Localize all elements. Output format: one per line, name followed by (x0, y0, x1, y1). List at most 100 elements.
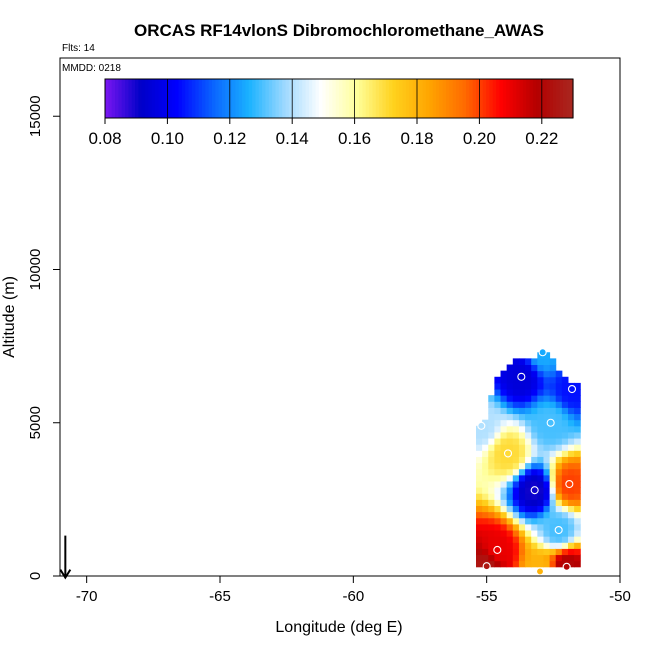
heatmap-cell (476, 511, 483, 519)
heatmap-cell (482, 468, 489, 476)
heatmap-cell (549, 382, 557, 390)
heatmap-cell (512, 462, 520, 470)
heatmap-cell (561, 548, 569, 556)
colorbar-segment (445, 79, 450, 118)
heatmap-cell (506, 493, 514, 500)
colorbar-segment (312, 79, 317, 118)
heatmap-cell (488, 413, 495, 421)
colorbar-segment (556, 79, 561, 118)
heatmap-cell (537, 407, 544, 415)
colorbar-segment (552, 79, 557, 118)
heatmap-cell (512, 548, 520, 556)
heatmap-cell (574, 517, 581, 525)
heatmap-cell (506, 438, 514, 445)
heatmap-cell (512, 382, 520, 390)
heatmap-cell (525, 438, 532, 445)
heatmap-cell (549, 548, 557, 556)
colorbar-segment (402, 79, 407, 118)
heatmap-cell (488, 554, 495, 562)
colorbar-segment (349, 79, 353, 118)
colorbar-segment (138, 79, 143, 118)
heatmap-cell (518, 438, 526, 445)
heatmap-cell (476, 450, 483, 457)
heatmap-cell (512, 358, 520, 366)
colorbar-segment (105, 79, 109, 118)
colorbar-segment (278, 79, 283, 118)
heatmap-cell (561, 450, 569, 457)
heatmap-cell (568, 517, 575, 525)
heatmap-cell (549, 456, 557, 464)
heatmap-cell (476, 517, 483, 525)
heatmap-cell (488, 480, 495, 488)
heatmap-cell (488, 474, 495, 482)
heatmap-cell (568, 548, 575, 556)
heatmap-cell (555, 370, 563, 378)
heatmap-cell (537, 542, 544, 549)
plot-area (476, 348, 581, 576)
heatmap-cell (568, 560, 575, 568)
heatmap-cell (568, 425, 575, 433)
heatmap-cell (531, 425, 538, 433)
heatmap-cell (555, 382, 563, 390)
heatmap-cell (561, 407, 569, 415)
heatmap-cell (561, 511, 569, 519)
heatmap-cell (531, 560, 538, 568)
heatmap-cell (488, 450, 495, 457)
colorbar-segment (115, 79, 119, 118)
heatmap-cell (537, 536, 544, 543)
heatmap-cell (531, 536, 538, 543)
heatmap-cell (494, 438, 502, 445)
heatmap-cell (543, 444, 551, 451)
heatmap-cell (500, 395, 508, 402)
heatmap-cell (506, 401, 514, 408)
colorbar-segment (569, 79, 574, 118)
heatmap-cell (506, 554, 514, 562)
heatmap-cell (476, 499, 483, 507)
heatmap-cell (555, 560, 563, 568)
heatmap-cell (574, 413, 581, 421)
heatmap-cell (531, 505, 538, 513)
colorbar-segment (479, 79, 484, 118)
heatmap-cell (543, 536, 551, 543)
heatmap-cell (482, 542, 489, 549)
heatmap-cell (512, 401, 520, 408)
heatmap-cell (543, 560, 551, 568)
heatmap-cell (512, 480, 520, 488)
heatmap-cell (488, 438, 495, 445)
heatmap-cell (537, 456, 544, 464)
heatmap-cell (488, 468, 495, 476)
heatmap-cell (555, 493, 563, 500)
heatmap-cell (574, 456, 581, 464)
heatmap-cell (518, 554, 526, 562)
heatmap-cell (574, 419, 581, 427)
heatmap-cell (506, 364, 514, 372)
heatmap-cell (531, 407, 538, 415)
heatmap-cell (531, 382, 538, 390)
colorbar-segment (419, 79, 424, 118)
heatmap-cell (500, 480, 508, 488)
heatmap-cell (555, 376, 563, 384)
heatmap-cell (476, 456, 483, 464)
heatmap-cell (568, 474, 575, 482)
heatmap-cell (525, 376, 532, 384)
heatmap-cell (506, 413, 514, 421)
heatmap-cell (512, 517, 520, 525)
colorbar-segment (188, 79, 193, 118)
heatmap-cell (482, 438, 489, 445)
heatmap-cell (512, 554, 520, 562)
colorbar-segment (542, 79, 547, 118)
heatmap-cell (561, 468, 569, 476)
heatmap-cell (525, 370, 532, 378)
heatmap-cell (568, 542, 575, 549)
heatmap-cell (525, 511, 532, 519)
heatmap-cell (561, 474, 569, 482)
heatmap-cell (574, 487, 581, 494)
colorbar-tick-label: 0.10 (151, 129, 184, 148)
heatmap-cell (482, 554, 489, 562)
heatmap-cell (500, 560, 508, 568)
heatmap-cell (518, 493, 526, 500)
colorbar-segment (108, 79, 113, 118)
heatmap-cell (518, 358, 526, 366)
colorbar-segment (118, 79, 123, 118)
heatmap-cell (555, 438, 563, 445)
